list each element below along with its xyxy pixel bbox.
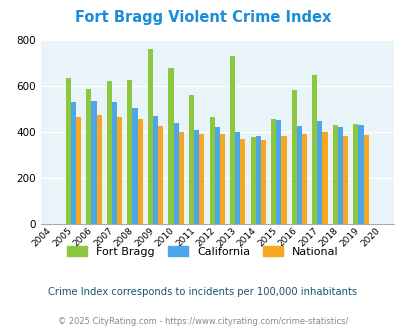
Bar (76, 117, 81, 224)
Bar (173, 123, 178, 224)
Bar (317, 121, 322, 224)
Bar (153, 116, 158, 224)
Bar (362, 135, 368, 224)
Bar (322, 132, 327, 224)
Bar (91, 101, 96, 224)
Bar (132, 108, 137, 224)
Text: Crime Index corresponds to incidents per 100,000 inhabitants: Crime Index corresponds to incidents per… (48, 287, 357, 297)
Bar (342, 136, 347, 224)
Bar (127, 80, 132, 224)
Text: Fort Bragg Violent Crime Index: Fort Bragg Violent Crime Index (75, 10, 330, 25)
Bar (301, 134, 306, 224)
Bar (358, 125, 362, 224)
Bar (255, 136, 260, 224)
Bar (66, 78, 71, 224)
Bar (260, 140, 265, 224)
Bar (188, 95, 194, 224)
Bar (209, 117, 214, 224)
Bar (271, 119, 275, 224)
Bar (291, 90, 296, 224)
Bar (158, 125, 163, 224)
Bar (112, 102, 117, 224)
Bar (147, 49, 153, 224)
Bar (275, 120, 281, 224)
Bar (199, 134, 204, 224)
Bar (337, 127, 342, 224)
Bar (86, 89, 91, 224)
Bar (250, 137, 255, 224)
Legend: Fort Bragg, California, National: Fort Bragg, California, National (67, 247, 338, 257)
Bar (311, 75, 317, 224)
Bar (117, 117, 122, 224)
Bar (178, 132, 183, 224)
Bar (107, 81, 112, 224)
Bar (234, 132, 240, 224)
Text: © 2025 CityRating.com - https://www.cityrating.com/crime-statistics/: © 2025 CityRating.com - https://www.city… (58, 317, 347, 326)
Bar (296, 126, 301, 224)
Bar (96, 115, 101, 224)
Bar (352, 124, 358, 224)
Bar (230, 56, 234, 224)
Bar (194, 130, 199, 224)
Bar (137, 119, 143, 224)
Bar (214, 127, 219, 224)
Bar (281, 136, 286, 224)
Bar (332, 125, 337, 224)
Bar (240, 139, 245, 224)
Bar (219, 134, 224, 224)
Bar (71, 102, 76, 224)
Bar (168, 68, 173, 224)
